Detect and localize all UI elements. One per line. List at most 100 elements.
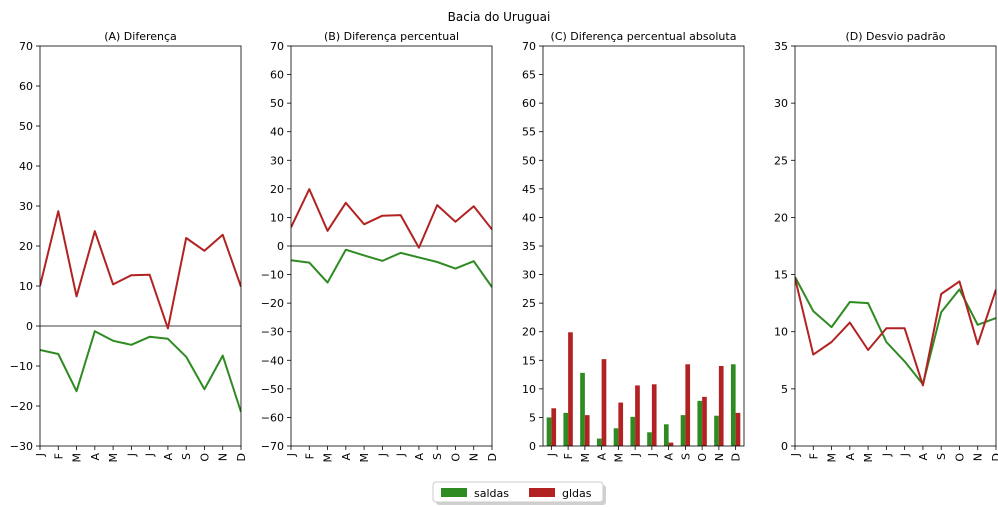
- y-tick-label: 25: [522, 297, 536, 310]
- y-tick-label: 60: [522, 97, 536, 110]
- bar-gldas: [601, 359, 607, 446]
- x-tick-label: A: [596, 453, 609, 461]
- x-tick-label: N: [972, 453, 985, 461]
- x-tick-label: J: [395, 453, 408, 457]
- y-tick-label: 30: [19, 200, 33, 213]
- series-line-saldas: [40, 330, 241, 413]
- x-tick-label: J: [899, 453, 912, 457]
- y-tick-label: 5: [781, 383, 788, 396]
- x-tick-label: J: [646, 453, 659, 457]
- y-tick-label: 55: [522, 126, 536, 139]
- y-tick-label: 15: [522, 354, 536, 367]
- y-tick-label: 60: [270, 69, 284, 82]
- bar-saldas: [714, 415, 719, 446]
- y-tick-label: 10: [270, 211, 284, 224]
- y-tick-label: 50: [270, 97, 284, 110]
- y-tick-label: 30: [270, 154, 284, 167]
- y-tick-label: 0: [781, 440, 788, 453]
- x-tick-label: J: [545, 453, 558, 457]
- y-tick-label: 70: [270, 40, 284, 53]
- x-tick-label: M: [107, 453, 120, 463]
- bar-saldas: [563, 412, 569, 446]
- y-tick-label: −10: [10, 360, 33, 373]
- bar-gldas: [651, 384, 657, 446]
- series-line-gldas: [291, 188, 492, 249]
- legend-box: [432, 481, 604, 503]
- x-tick-label: M: [612, 453, 625, 463]
- y-tick-label: 40: [522, 211, 536, 224]
- y-tick-label: 20: [270, 183, 284, 196]
- x-tick-label: N: [713, 453, 726, 461]
- y-tick-label: 40: [19, 160, 33, 173]
- y-tick-label: 50: [522, 154, 536, 167]
- y-tick-label: 60: [19, 80, 33, 93]
- y-tick-label: −20: [261, 297, 284, 310]
- x-tick-label: M: [322, 453, 335, 463]
- x-tick-label: D: [730, 453, 743, 461]
- x-tick-label: A: [844, 453, 857, 461]
- x-tick-label: N: [217, 453, 230, 461]
- x-tick-label: D: [486, 453, 499, 461]
- x-tick-label: S: [431, 453, 444, 460]
- bar-gldas: [618, 402, 624, 446]
- legend-label-gldas: gldas: [562, 487, 592, 500]
- x-tick-label: O: [953, 453, 966, 462]
- y-tick-label: 30: [522, 269, 536, 282]
- axes-frame: [39, 45, 242, 447]
- y-tick-label: 65: [522, 69, 536, 82]
- y-tick-label: 45: [522, 183, 536, 196]
- bar-gldas: [635, 385, 640, 446]
- x-tick-label: D: [235, 453, 248, 461]
- panel-3: (C) Diferença percentual absoluta 0 5 10 15 2…: [522, 30, 745, 463]
- x-tick-label: A: [413, 453, 426, 461]
- y-tick-label: 0: [277, 240, 284, 253]
- bar-saldas: [596, 438, 602, 446]
- bar-gldas: [685, 364, 691, 446]
- x-tick-label: S: [679, 453, 692, 460]
- y-tick-label: −50: [261, 383, 284, 396]
- bar-gldas: [551, 408, 557, 446]
- y-tick-label: 20: [522, 326, 536, 339]
- x-tick-label: F: [562, 453, 575, 459]
- bar-saldas: [647, 432, 652, 446]
- x-tick-label: J: [789, 453, 802, 457]
- y-tick-label: 35: [774, 40, 788, 53]
- y-tick-label: 20: [19, 240, 33, 253]
- legend-swatch-gldas: [529, 488, 555, 497]
- x-tick-label: O: [449, 453, 462, 462]
- y-tick-label: 15: [774, 269, 788, 282]
- x-tick-label: A: [917, 453, 930, 461]
- x-tick-label: O: [198, 453, 211, 462]
- series-line-saldas: [795, 276, 996, 386]
- x-tick-label: M: [579, 453, 592, 463]
- y-tick-label: 0: [529, 440, 536, 453]
- y-tick-label: 10: [522, 383, 536, 396]
- x-tick-label: D: [990, 453, 998, 461]
- panel-title: (A) Diferença: [104, 30, 177, 43]
- x-tick-label: A: [162, 453, 175, 461]
- axes-frame: [290, 45, 493, 447]
- bar-saldas: [730, 364, 736, 446]
- bar-saldas: [580, 372, 585, 446]
- x-tick-label: F: [52, 453, 65, 459]
- y-tick-label: 10: [19, 280, 33, 293]
- panel-title: (B) Diferença percentual: [324, 30, 459, 43]
- series-line-gldas: [795, 277, 996, 387]
- series-line-gldas: [40, 210, 241, 330]
- x-tick-label: S: [180, 453, 193, 460]
- y-tick-label: 40: [270, 126, 284, 139]
- bar-gldas: [735, 412, 741, 446]
- axes-frame: [794, 45, 997, 447]
- y-tick-label: 5: [529, 411, 536, 424]
- y-tick-label: 35: [522, 240, 536, 253]
- y-tick-label: 20: [774, 211, 788, 224]
- x-tick-label: J: [144, 453, 157, 457]
- bar-gldas: [584, 415, 590, 446]
- legend-label-saldas: saldas: [474, 487, 509, 500]
- bar-gldas: [718, 366, 724, 446]
- y-tick-label: 10: [774, 326, 788, 339]
